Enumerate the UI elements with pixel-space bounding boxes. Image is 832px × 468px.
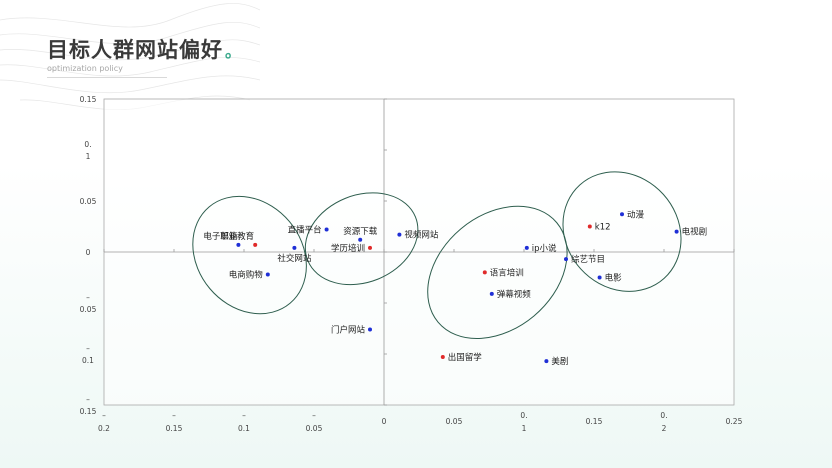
y-tick-label: – bbox=[86, 293, 90, 302]
y-tick-label: 0. bbox=[84, 140, 91, 149]
cluster-ellipse-1 bbox=[192, 195, 307, 315]
x-tick-label: 0.05 bbox=[306, 424, 323, 433]
page-subtitle: optimization policy bbox=[47, 64, 123, 73]
x-tick-label: 0 bbox=[382, 417, 387, 426]
cluster-ellipse-3 bbox=[427, 205, 568, 340]
point-label: 职业教育 bbox=[220, 231, 254, 242]
point-label: k12 bbox=[595, 223, 611, 233]
point-label: 动漫 bbox=[627, 209, 645, 220]
data-point-6 bbox=[292, 245, 297, 250]
y-tick-label: 0.15 bbox=[80, 407, 97, 416]
x-tick-label: 0. bbox=[660, 411, 667, 420]
y-tick-label: 0.05 bbox=[80, 305, 97, 314]
x-tick-label: 0.05 bbox=[446, 417, 463, 426]
cluster-ellipse-2 bbox=[304, 192, 419, 286]
y-tick-label: – bbox=[86, 344, 90, 353]
data-point-8 bbox=[368, 327, 372, 332]
data-point-14 bbox=[674, 229, 679, 234]
subtitle-divider bbox=[47, 77, 167, 78]
y-tick-label: 1 bbox=[86, 152, 91, 161]
data-point-5 bbox=[397, 232, 402, 237]
x-tick-label: – bbox=[242, 411, 246, 420]
data-point-0 bbox=[236, 242, 241, 247]
data-point-15 bbox=[564, 257, 568, 262]
point-label: 电影 bbox=[605, 273, 623, 284]
y-tick-label: 0.1 bbox=[82, 356, 94, 365]
cluster-ellipse-4 bbox=[562, 171, 682, 292]
data-point-2 bbox=[324, 227, 329, 232]
point-label: 出国留学 bbox=[448, 352, 483, 363]
x-tick-label: 0.25 bbox=[726, 417, 743, 426]
x-tick-label: – bbox=[102, 411, 106, 420]
data-point-16 bbox=[482, 270, 487, 275]
x-tick-label: 0.15 bbox=[166, 424, 183, 433]
point-label: 直播平台 bbox=[288, 225, 322, 236]
page-title: 目标人群网站偏好。 bbox=[47, 38, 243, 62]
point-label: 电子邮箱 bbox=[203, 231, 238, 242]
point-label: 弹幕视频 bbox=[497, 289, 532, 300]
point-label: 语言培训 bbox=[490, 267, 524, 278]
axes-group bbox=[103, 98, 735, 406]
point-label: 视频网站 bbox=[404, 230, 439, 241]
point-label: 社交网站 bbox=[277, 253, 312, 264]
point-label: 门户网站 bbox=[331, 325, 366, 336]
y-tick-label: – bbox=[86, 395, 90, 404]
data-point-3 bbox=[358, 237, 363, 242]
cluster-ellipses bbox=[192, 171, 682, 340]
x-tick-label: – bbox=[312, 411, 316, 420]
point-label: 电商购物 bbox=[229, 269, 264, 280]
data-point-17 bbox=[597, 275, 602, 280]
x-tick-label: 0.1 bbox=[238, 424, 250, 433]
x-tick-label: 2 bbox=[662, 424, 667, 433]
point-label: 资源下载 bbox=[343, 226, 378, 237]
x-tick-label: 1 bbox=[522, 424, 527, 433]
y-tick-label: 0.15 bbox=[80, 95, 97, 104]
point-label: ip小说 bbox=[532, 243, 557, 254]
data-point-4 bbox=[368, 245, 372, 250]
x-tick-label: – bbox=[172, 411, 176, 420]
data-point-12 bbox=[587, 224, 592, 229]
data-point-18 bbox=[489, 291, 494, 296]
data-point-1 bbox=[253, 242, 258, 247]
y-tick-label: 0 bbox=[86, 248, 91, 257]
y-tick-label: 0.05 bbox=[80, 197, 97, 206]
data-point-9 bbox=[440, 355, 445, 360]
data-point-11 bbox=[524, 245, 529, 250]
data-point-13 bbox=[620, 212, 624, 217]
point-label: 学历培训 bbox=[331, 243, 365, 254]
point-label: 电视剧 bbox=[682, 227, 708, 238]
data-point-7 bbox=[265, 272, 270, 277]
data-point-10 bbox=[544, 359, 549, 364]
x-tick-label: 0.15 bbox=[586, 417, 603, 426]
tick-labels: –0.2–0.15–0.1–0.050 0.050.10.150.20.250.1… bbox=[80, 95, 743, 433]
point-label: 美剧 bbox=[551, 356, 568, 367]
x-tick-label: 0.2 bbox=[98, 424, 110, 433]
title-accent-dot: 。 bbox=[225, 42, 243, 61]
point-label: 综艺节目 bbox=[571, 254, 605, 265]
x-tick-label: 0. bbox=[520, 411, 527, 420]
